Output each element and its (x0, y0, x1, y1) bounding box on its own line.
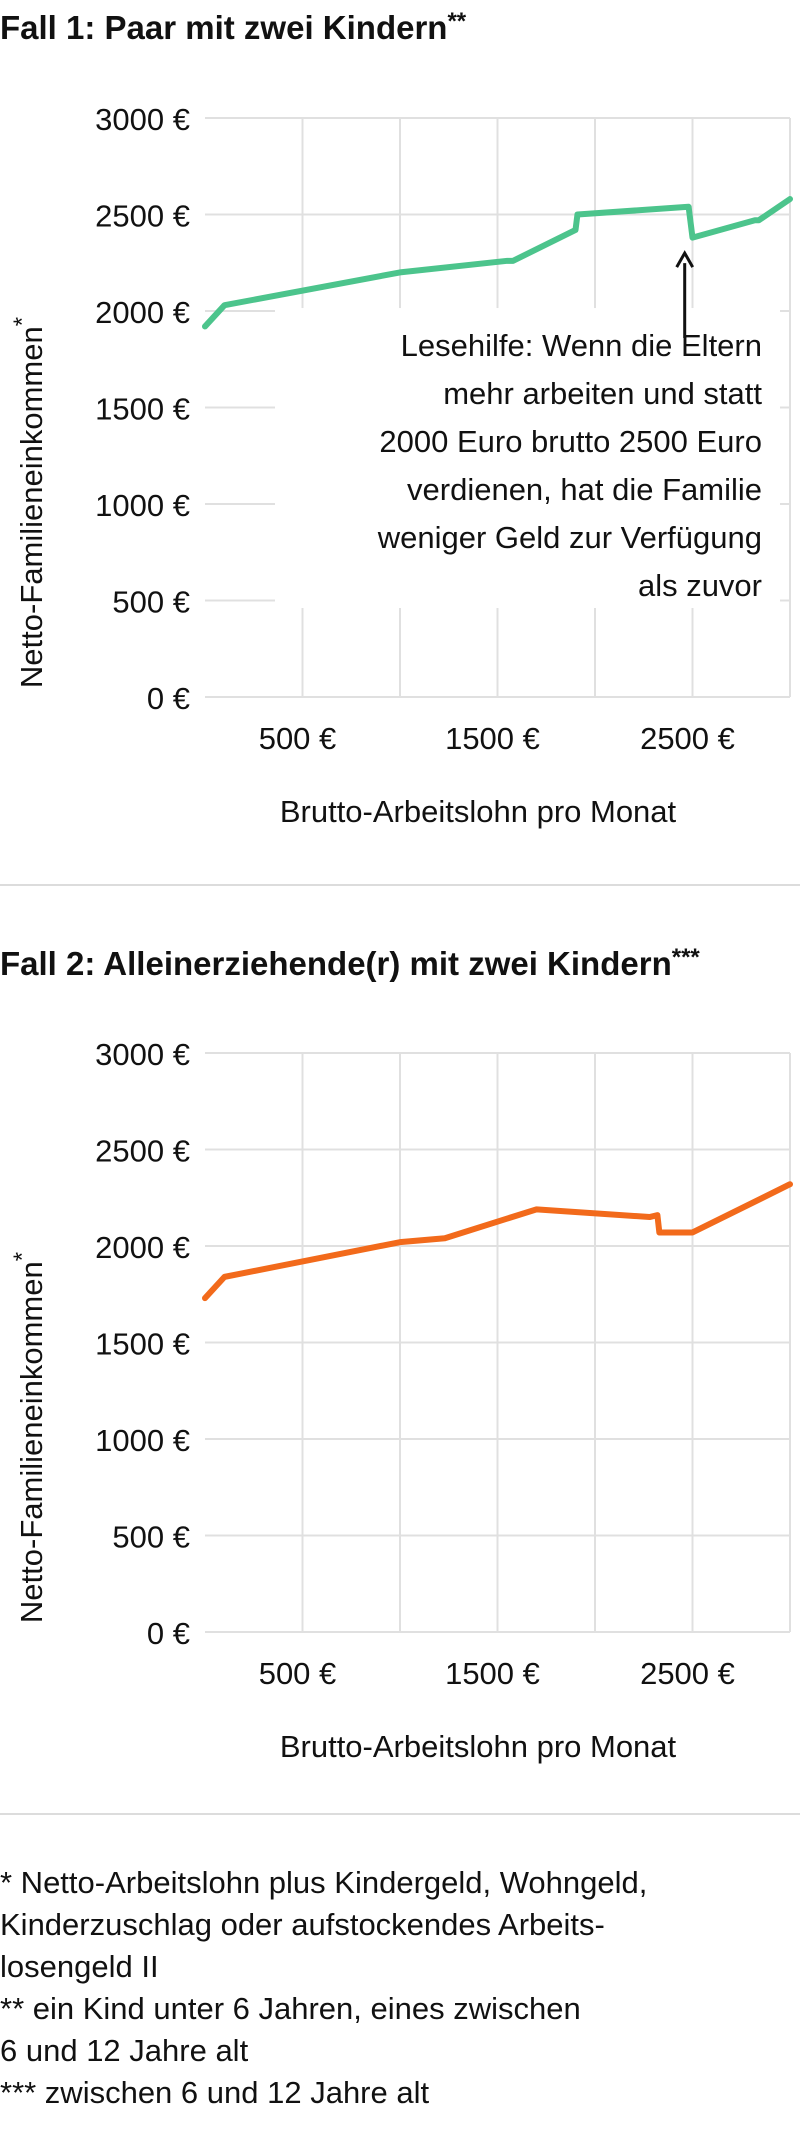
x-tick-label: 1500 € (445, 1656, 540, 1691)
chart-2-title-mark: *** (671, 944, 700, 971)
x-tick-label: 2500 € (640, 1656, 735, 1691)
annotation-text-line: Lesehilfe: Wenn die Eltern (401, 328, 762, 363)
y-tick-label: 1000 € (95, 1423, 190, 1458)
annotation-text-line: 2000 Euro brutto 2500 Euro (379, 424, 762, 459)
y-tick-label: 500 € (112, 585, 190, 620)
y-tick-label: 2000 € (95, 1230, 190, 1265)
y-tick-label: 3000 € (95, 1037, 190, 1072)
x-axis-label: Brutto-Arbeitslohn pro Monat (280, 1729, 677, 1764)
y-axis-label-text: Netto-Familieneinkommen (14, 1261, 49, 1623)
y-tick-label: 500 € (112, 1520, 190, 1555)
footnote-2: ** ein Kind unter 6 Jahren, eines zwisch… (0, 1991, 581, 2026)
footnote-1: * Netto-Arbeitslohn plus Kindergeld, Woh… (0, 1865, 648, 1942)
chart-1-title-mark: ** (447, 8, 467, 35)
x-tick-label: 2500 € (640, 721, 735, 756)
annotation-text-line: als zuvor (638, 568, 762, 603)
chart-2-title-text: Fall 2: Alleinerziehende(r) mit zwei Kin… (0, 945, 672, 982)
y-axis-label-mark: * (9, 1252, 36, 1261)
footnote-1-cont: losengeld II (0, 1949, 159, 1984)
y-tick-label: 1500 € (95, 392, 190, 427)
y-axis-label-text: Netto-Familieneinkommen (14, 326, 49, 688)
y-tick-label: 0 € (147, 681, 190, 716)
footnote-2-cont: 6 und 12 Jahre alt (0, 2033, 249, 2068)
footnotes: * Netto-Arbeitslohn plus Kindergeld, Woh… (0, 1862, 800, 2114)
chart-2-title: Fall 2: Alleinerziehende(r) mit zwei Kin… (0, 944, 700, 983)
chart-1-paar: 0 € 500 € 1000 € 1500 € 2000 € 2500 € 3000 € 50… (9, 102, 793, 829)
annotation-text-line: mehr arbeiten und statt (443, 376, 762, 411)
section-divider (0, 884, 800, 886)
x-tick-label: 1500 € (445, 721, 540, 756)
y-tick-label: 1000 € (95, 488, 190, 523)
y-tick-label: 2000 € (95, 295, 190, 330)
annotation-background (275, 308, 780, 609)
x-axis-label: Brutto-Arbeitslohn pro Monat (280, 794, 677, 829)
footnote-3: *** zwischen 6 und 12 Jahre alt (0, 2075, 430, 2110)
section-divider (0, 1813, 800, 1815)
y-axis-label: Netto-Familieneinkommen* (9, 1252, 49, 1623)
y-axis-label: Netto-Familieneinkommen* (9, 317, 49, 688)
x-tick-label: 500 € (259, 721, 337, 756)
y-tick-label: 0 € (147, 1616, 190, 1651)
chart-1-title: Fall 1: Paar mit zwei Kindern** (0, 8, 466, 47)
annotation-text-line: weniger Geld zur Verfügung (377, 520, 762, 555)
chart-2-alleinerziehende: 0 € 500 € 1000 € 1500 € 2000 € 2500 € 3000 € 50… (9, 1037, 793, 1764)
y-axis-label-mark: * (9, 317, 36, 326)
y-tick-label: 3000 € (95, 102, 190, 137)
x-tick-label: 500 € (259, 1656, 337, 1691)
y-tick-label: 2500 € (95, 1134, 190, 1169)
series-line (202, 196, 793, 330)
y-tick-label: 1500 € (95, 1327, 190, 1362)
y-tick-label: 2500 € (95, 199, 190, 234)
annotation-arrow-head (675, 250, 695, 268)
annotation-text-line: verdienen, hat die Familie (407, 472, 762, 507)
chart-1-title-text: Fall 1: Paar mit zwei Kindern (0, 9, 448, 46)
series-line (202, 1181, 793, 1302)
